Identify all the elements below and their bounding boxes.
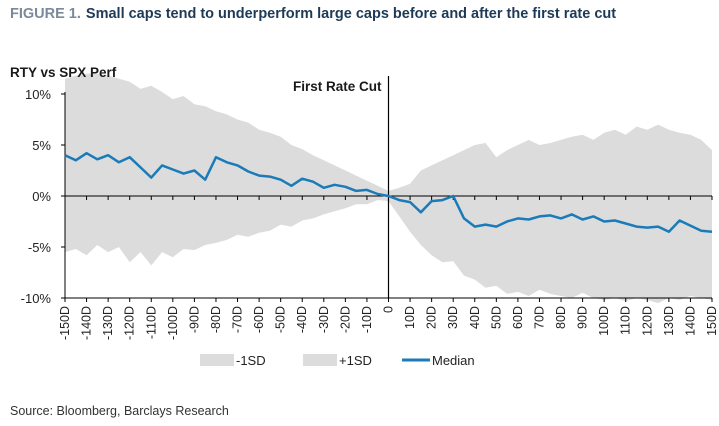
x-tick-label: -140D — [80, 306, 94, 340]
sd-band-area — [65, 73, 712, 304]
x-tick-label: 10D — [403, 306, 417, 329]
x-tick-label: -10D — [360, 306, 374, 333]
x-tick-label: -70D — [231, 306, 245, 333]
y-tick-label: 10% — [25, 87, 51, 102]
legend: -1SD +1SD Median — [200, 353, 475, 368]
legend-band-swatch — [303, 354, 337, 366]
x-tick-label: -80D — [209, 306, 223, 333]
x-tick-label: -60D — [252, 306, 266, 333]
x-tick-label: 130D — [662, 306, 676, 336]
x-tick-label: -30D — [317, 306, 331, 333]
x-tick-label: -110D — [144, 306, 158, 339]
figure-label: FIGURE 1. — [10, 6, 81, 22]
x-tick-label: -40D — [295, 306, 309, 333]
rate-cut-annotation: First Rate Cut — [293, 79, 382, 94]
legend-label: -1SD — [236, 353, 266, 368]
x-tick-label: -20D — [338, 306, 352, 333]
x-tick-label: 50D — [489, 306, 503, 329]
x-tick-label: 20D — [425, 306, 439, 329]
x-tick-label: -100D — [166, 306, 180, 340]
source-note: Source: Bloomberg, Barclays Research — [10, 404, 229, 418]
y-tick-label: 5% — [32, 138, 51, 153]
figure-title: FIGURE 1. Small caps tend to underperform… — [10, 6, 616, 22]
x-tick-label: 110D — [619, 306, 633, 335]
x-tick-label: 90D — [576, 306, 590, 329]
x-tick-label: 70D — [532, 306, 546, 329]
x-tick-label: -90D — [187, 306, 201, 333]
x-tick-label: -50D — [274, 306, 288, 333]
x-tick-label: -150D — [58, 306, 72, 340]
figure-title-text: Small caps tend to underperform large ca… — [85, 6, 617, 22]
y-tick-label: 0% — [32, 189, 51, 204]
x-tick-label: 150D — [705, 306, 719, 336]
y-axis-title: RTY vs SPX Perf — [10, 65, 117, 80]
x-tick-label: 120D — [640, 306, 654, 336]
x-tick-label: 140D — [683, 306, 697, 336]
x-tick-label: 40D — [468, 306, 482, 329]
y-tick-label: -5% — [28, 240, 52, 255]
legend-label: Median — [432, 353, 475, 368]
x-tick-label: 60D — [511, 306, 525, 329]
x-tick-label: -120D — [123, 306, 137, 340]
x-tick-label: 0 — [382, 306, 396, 313]
legend-band-swatch — [200, 354, 234, 366]
x-tick-label: 30D — [446, 306, 460, 329]
median-line — [64, 151, 713, 233]
x-tick-label: 100D — [597, 306, 611, 336]
y-tick-label: -10% — [21, 291, 52, 306]
x-tick-label: -130D — [101, 306, 115, 340]
legend-label: +1SD — [339, 353, 372, 368]
x-tick-label: 80D — [554, 306, 568, 329]
